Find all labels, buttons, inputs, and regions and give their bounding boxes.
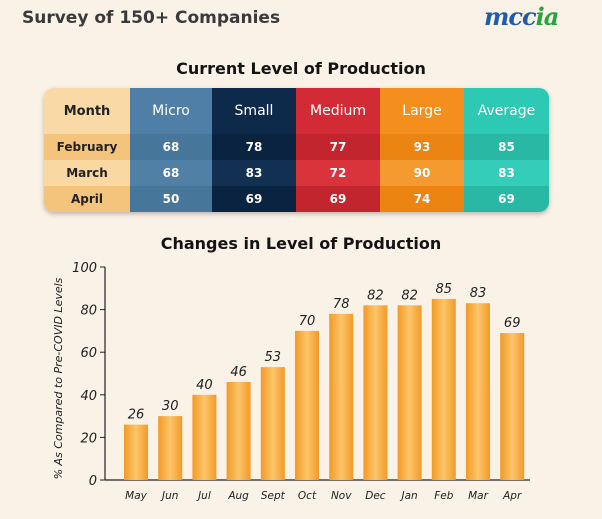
bar-feb [431,298,456,480]
bar-mar [466,303,490,480]
bar-jul [192,394,217,480]
table-cell: 74 [380,186,464,212]
data-label: 30 [162,399,179,414]
table-header-month: Month [44,88,130,134]
table-column-medium: Medium 77 72 69 [296,88,380,212]
logo-main: mcc [484,2,537,31]
table-column-large: Large 93 90 74 [380,88,464,212]
production-table: Month February March April Micro 68 68 50 Small 7… [44,88,549,212]
table-cell: 83 [212,160,296,186]
bar-aug [226,382,251,480]
table-cell: 68 [130,160,212,186]
table-header-average: Average [464,88,549,134]
data-label: 83 [470,286,487,301]
data-label: 82 [401,288,418,303]
table-column-month: Month February March April [44,88,130,212]
x-tick-label: Dec [365,490,386,502]
y-tick-label: 100 [72,261,97,276]
table-cell: 69 [296,186,380,212]
table-cell: 69 [212,186,296,212]
table-cell: 69 [464,186,549,212]
bar-sept [260,367,285,480]
data-label: 85 [436,282,453,297]
bar-apr [500,333,525,480]
y-tick-label: 20 [80,431,97,446]
x-tick-label: Jan [400,490,418,502]
bar-oct [295,330,319,480]
table-title: Current Level of Production [176,59,426,78]
table-cell: March [44,160,130,186]
data-label: 53 [265,350,282,365]
table-cell: February [44,134,130,160]
bar-may [124,424,148,480]
data-label: 26 [128,408,145,423]
x-tick-label: Jul [196,490,211,502]
x-tick-label: Apr [502,490,522,502]
table-cell: 90 [380,160,464,186]
table-column-average: Average 85 83 69 [464,88,549,212]
data-label: 69 [504,316,521,331]
x-tick-label: Sept [261,490,286,502]
table-cell: 78 [212,134,296,160]
logo-accent: ia [535,2,560,31]
table-column-micro: Micro 68 68 50 [130,88,212,212]
x-tick-label: Mar [468,490,488,502]
data-label: 40 [196,378,213,393]
table-cell: 93 [380,134,464,160]
x-tick-label: Aug [227,490,249,502]
bar-jun [158,416,183,480]
x-tick-label: Nov [331,490,352,502]
data-label: 78 [333,297,350,312]
y-tick-label: 60 [80,346,97,361]
x-tick-label: Jun [160,490,178,502]
production-bar-chart: 0 20 40 60 80 100 % As Compared to Pre-COVID L… [52,261,530,502]
y-axis-label: % As Compared to Pre-COVID Levels [52,277,65,479]
data-label: 70 [299,314,316,329]
bar-dec [363,305,388,480]
table-column-small: Small 78 83 69 [212,88,296,212]
table-cell: 68 [130,134,212,160]
table-cell: 85 [464,134,549,160]
table-header-large: Large [380,88,464,134]
x-tick-label: May [125,490,147,502]
y-tick-label: 40 [80,389,97,404]
table-header-micro: Micro [130,88,212,134]
header-title: Survey of 150+ Companies [22,8,281,28]
table-cell: 72 [296,160,380,186]
x-tick-label: Feb [434,490,453,502]
table-cell: 50 [130,186,212,212]
table-cell: 83 [464,160,549,186]
bar-nov [329,313,354,480]
mccia-logo: mccia [484,2,560,31]
data-label: 82 [367,288,384,303]
table-header-medium: Medium [296,88,380,134]
table-cell: 77 [296,134,380,160]
y-tick-label: 80 [80,304,97,319]
chart-title: Changes in Level of Production [160,234,442,253]
x-tick-label: Oct [298,490,317,502]
table-header-small: Small [212,88,296,134]
table-cell: April [44,186,130,212]
data-label: 46 [230,365,247,380]
y-tick-label: 0 [89,474,97,489]
bar-jan [397,305,422,480]
